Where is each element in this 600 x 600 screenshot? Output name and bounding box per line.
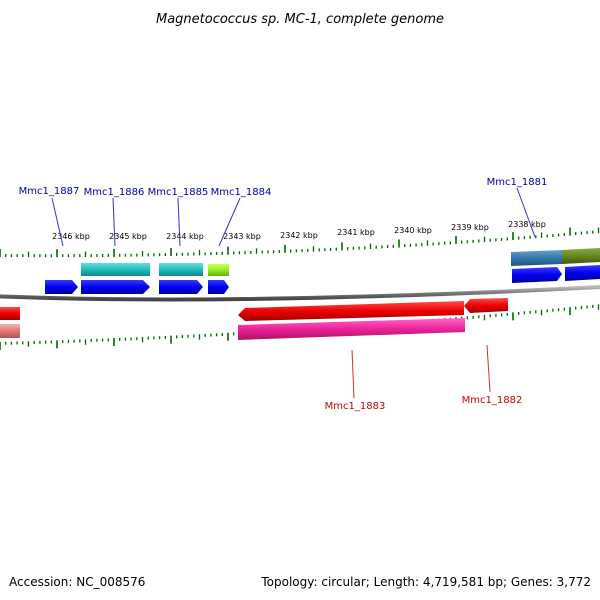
feature-block[interactable] [159,263,203,276]
gene-label[interactable]: Mmc1_1883 [325,401,386,412]
cds-arrow-reverse[interactable] [238,301,464,321]
cds-arrow-forward[interactable] [81,280,150,294]
gene-label[interactable]: Mmc1_1887 [19,186,80,197]
map-title: Magnetococcus sp. MC-1, complete genome [156,12,444,27]
gene-label-leaders [51,187,536,399]
forward-cds-track [45,265,600,294]
cds-arrow-reverse[interactable] [0,307,20,320]
scale-label: 2339 kbp [451,223,489,232]
feature-block[interactable] [81,263,150,276]
gene-labels-forward: Mmc1_1887 Mmc1_1886 Mmc1_1885 Mmc1_1884 … [19,177,548,198]
scale-label: 2346 kbp [52,232,90,241]
scale-label: 2345 kbp [109,232,147,241]
feature-block[interactable] [208,264,229,276]
cds-arrow-forward[interactable] [159,280,203,294]
cds-arrow-forward[interactable] [208,280,229,294]
scale-label: 2338 kbp [508,220,546,229]
scale-label: 2343 kbp [223,232,261,241]
gene-label[interactable]: Mmc1_1884 [211,187,272,198]
scale-label: 2341 kbp [337,228,375,237]
accession-text: Accession: NC_008576 [9,575,145,589]
feature-block[interactable] [511,250,562,266]
reverse-cds-track [0,298,508,321]
feature-block[interactable] [562,248,600,264]
scale-labels: 2346 kbp 2345 kbp 2344 kbp 2343 kbp 2342… [52,220,546,241]
gene-labels-reverse: Mmc1_1883 Mmc1_1882 [325,395,523,412]
gene-label[interactable]: Mmc1_1881 [487,177,548,188]
cds-arrow-reverse[interactable] [464,298,508,313]
cds-arrow-forward[interactable] [45,280,78,294]
scale-label: 2340 kbp [394,226,432,235]
genome-backbone [0,285,600,302]
cds-arrow-forward[interactable] [512,267,562,283]
feature-block[interactable] [0,324,20,338]
genome-summary-text: Topology: circular; Length: 4,719,581 bp… [260,575,591,589]
feature-block[interactable] [238,318,465,340]
scale-ticks-upper [0,227,600,258]
reverse-feature-track [0,318,465,340]
gene-label[interactable]: Mmc1_1885 [148,187,209,198]
gene-label[interactable]: Mmc1_1886 [84,187,145,198]
scale-label: 2344 kbp [166,232,204,241]
cds-arrow-forward[interactable] [565,265,600,281]
gene-label[interactable]: Mmc1_1882 [462,395,523,406]
scale-label: 2342 kbp [280,231,318,240]
forward-feature-track [81,248,600,276]
